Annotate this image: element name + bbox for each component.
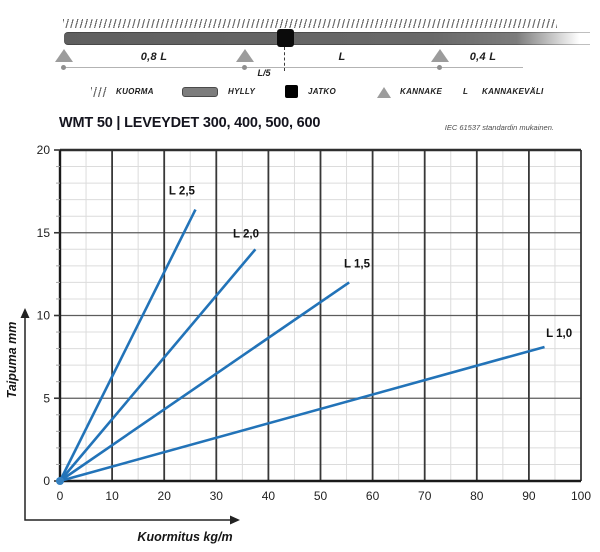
series-label: L 1,5 — [344, 259, 371, 271]
y-tick-label: 15 — [37, 226, 51, 240]
legend-beam-icon — [182, 87, 218, 97]
origin-dot — [56, 477, 64, 485]
right-arrowhead-icon — [230, 515, 240, 525]
x-tick-label: 50 — [314, 489, 328, 503]
joint-dashed-line — [284, 47, 285, 71]
shelf-beam-icon — [64, 32, 590, 45]
axis-arrow-line — [24, 316, 232, 521]
legend-label-kannake: KANNAKE — [400, 87, 443, 96]
bracket-triangle-icon — [431, 49, 449, 62]
x-tick-label: 80 — [470, 489, 484, 503]
x-tick-label: 90 — [522, 489, 536, 503]
span-marker-dot — [242, 65, 247, 70]
series-line — [59, 281, 350, 483]
bracket-triangle-icon — [55, 49, 73, 62]
legend-label-kuorma: KUORMA — [116, 87, 154, 96]
x-tick-label: 0 — [57, 489, 64, 503]
legend-joint-icon — [285, 85, 298, 98]
y-ticks — [54, 149, 60, 482]
series-line — [59, 345, 545, 483]
legend-label-jatko: JATKO — [308, 87, 337, 96]
y-tick-label: 5 — [43, 391, 50, 405]
x-tick-label: 70 — [418, 489, 432, 503]
page-title: WMT 50 | LEVEYDET 300, 400, 500, 600 — [59, 115, 321, 131]
y-axis-title: Taipuma mm — [5, 322, 19, 399]
span-label-L: L — [338, 51, 346, 63]
joint-icon — [277, 29, 294, 47]
legend-label-kannakevali: KANNAKEVÄLI — [482, 87, 544, 96]
y-tick-labels: 0 5 10 15 20 — [37, 143, 51, 488]
x-tick-label: 60 — [366, 489, 380, 503]
axis-arrows: Taipuma mm Kuormitus kg/m — [5, 308, 240, 544]
x-tick-label: 30 — [210, 489, 224, 503]
y-tick-label: 10 — [37, 309, 51, 323]
span-marker-dot — [61, 65, 66, 70]
series-label: L 2,0 — [233, 229, 259, 241]
up-arrowhead-icon — [20, 308, 30, 318]
x-tick-label: 40 — [262, 489, 276, 503]
y-tick-label: 0 — [43, 474, 50, 488]
legend-triangle-icon — [377, 87, 391, 98]
span-marker-dot — [437, 65, 442, 70]
x-tick-label: 100 — [571, 489, 591, 503]
load-hatch-icon — [63, 19, 557, 28]
span-label-08L: 0,8 L — [140, 51, 168, 63]
span-dimension-line — [63, 67, 523, 69]
legend-hatch-icon — [91, 87, 107, 97]
series-line — [59, 248, 257, 482]
y-tick-label: 20 — [37, 143, 51, 157]
x-axis-title: Kuormitus kg/m — [137, 530, 232, 544]
series-label: L 1,0 — [546, 328, 572, 340]
series-lines: L 2,5 L 2,0 L 1,5 L 1,0 — [58, 186, 572, 483]
series-label: L 2,5 — [169, 186, 196, 198]
bracket-triangle-icon — [236, 49, 254, 62]
series-line — [58, 208, 197, 482]
x-tick-labels: 0 10 20 30 40 50 60 70 80 90 100 — [57, 489, 592, 503]
x-tick-label: 20 — [158, 489, 172, 503]
x-tick-label: 10 — [105, 489, 119, 503]
span-label-04L: 0,4 L — [469, 51, 497, 63]
major-gridlines — [60, 150, 582, 481]
joint-offset-label: L/5 — [257, 68, 271, 78]
legend-symbol-L: L — [463, 87, 469, 96]
legend-label-hylly: HYLLY — [228, 87, 256, 96]
standard-note: IEC 61537 standardin mukainen. — [444, 123, 554, 132]
